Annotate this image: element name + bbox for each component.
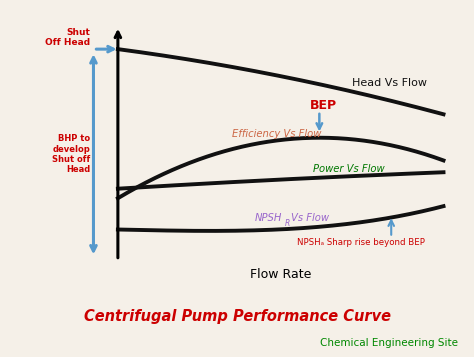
Text: NPSH: NPSH (255, 213, 282, 223)
Text: Chemical Engineering Site: Chemical Engineering Site (319, 338, 458, 348)
Text: Power Vs Flow: Power Vs Flow (313, 164, 385, 174)
Text: Centrifugal Pump Performance Curve: Centrifugal Pump Performance Curve (83, 309, 391, 324)
Text: Vs Flow: Vs Flow (291, 213, 329, 223)
Text: Flow Rate: Flow Rate (250, 268, 311, 281)
Text: BEP: BEP (310, 99, 337, 112)
Text: NPSHₐ Sharp rise beyond BEP: NPSHₐ Sharp rise beyond BEP (297, 238, 425, 247)
Text: Shut
Off Head: Shut Off Head (45, 27, 90, 47)
Text: BHP to
develop
Shut off
Head: BHP to develop Shut off Head (52, 134, 90, 175)
Text: Efficiency Vs Flow: Efficiency Vs Flow (232, 129, 321, 139)
Text: R: R (284, 219, 290, 228)
Text: Head Vs Flow: Head Vs Flow (352, 78, 428, 88)
